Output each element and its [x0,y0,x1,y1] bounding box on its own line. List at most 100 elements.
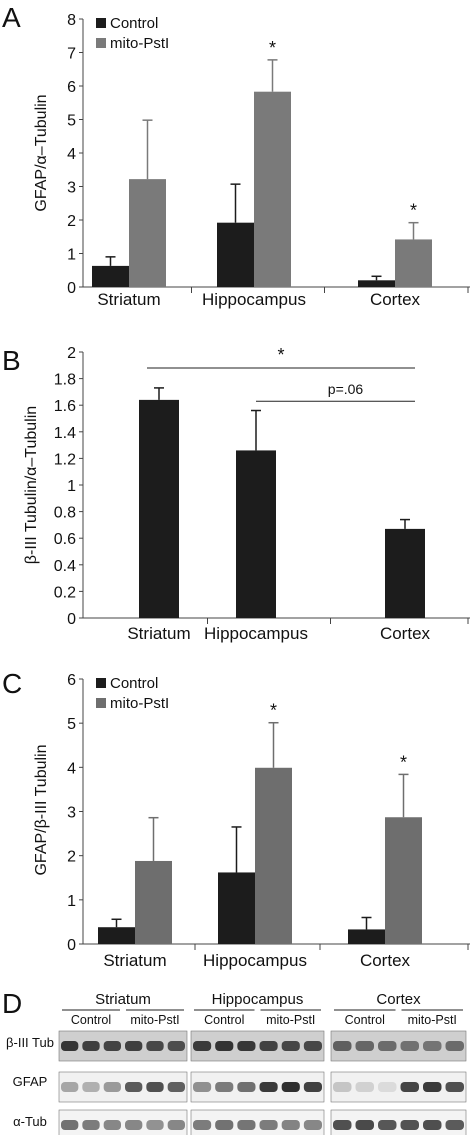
blot-strip [190,1030,325,1062]
blot-band [333,1082,352,1092]
comparison-label: p=.06 [328,381,364,397]
significance-marker: * [400,752,407,772]
blot-band [445,1082,464,1092]
blot-row-label: β-III Tub [6,1035,54,1050]
blot-band [423,1041,442,1051]
blot-band [281,1120,300,1130]
y-tick-label: 1.2 [54,451,76,468]
blot-band [281,1041,300,1051]
blot-band [445,1041,464,1051]
blot-band [167,1120,185,1130]
y-tick-label: 1.8 [54,372,76,389]
y-tick-label: 4 [67,146,76,163]
chart-a: 0 1 2 3 4 5 6 7 8 GFAP/α–Tubulin Striatum Hippocamp… [33,12,470,309]
blot-group-label: Control [345,1013,385,1027]
y-tick-label: 0 [67,280,76,297]
significance-marker: * [269,38,276,58]
blot-strip [58,1030,188,1062]
legend-swatch [96,698,106,708]
y-tick-label: 3 [67,180,76,197]
y-tick-label: 1 [67,478,76,495]
blot-band [193,1120,212,1130]
blot-band [103,1082,121,1092]
panel-label-d: D [2,988,22,1019]
category-label: Cortex [360,951,411,970]
blot-row-label: α-Tub [13,1114,47,1129]
bar [385,817,422,944]
blot-strip [58,1109,188,1135]
category-label: Cortex [370,290,421,309]
y-tick-label: 6 [67,79,76,96]
blot-band [355,1120,374,1130]
blot-band [259,1082,278,1092]
blot-band [400,1120,419,1130]
blot-band [146,1041,164,1051]
category-label: Striatum [97,290,160,309]
blot-band [303,1120,322,1130]
y-tick-label: 2 [67,849,76,866]
blot-region-label: Cortex [376,991,421,1008]
legend-label: Control [110,15,158,32]
y-tick-label: 1 [67,893,76,910]
y-tick-label: 0 [67,937,76,954]
y-tick-label: 4 [67,760,76,777]
y-tick-label: 8 [67,12,76,29]
y-tick-label: 1 [67,247,76,264]
bar [348,929,385,944]
blot-band [259,1120,278,1130]
blot-group-label: Control [71,1013,111,1027]
y-tick-label: 1.4 [54,425,76,442]
category-label: Cortex [380,624,431,643]
blot-strip [58,1071,188,1103]
bar [135,860,172,944]
blot-strip [330,1109,467,1135]
blot-band [400,1041,419,1051]
y-tick-label: 0.4 [54,558,76,575]
bar [385,528,425,618]
y-tick-label: 6 [67,672,76,689]
panel-label-c: C [2,668,22,699]
western-blot: Striatum Control mito-PstI Hippocampus Contr… [6,991,467,1135]
blot-band [445,1120,464,1130]
blot-band [146,1120,164,1130]
y-tick-label: 5 [67,716,76,733]
blot-band [82,1082,100,1092]
blot-band [378,1082,397,1092]
bar [139,399,179,618]
legend-label: Control [110,675,158,692]
bar [254,91,291,287]
blot-band [193,1041,212,1051]
blot-region-label: Striatum [95,991,151,1008]
blot-band [215,1120,234,1130]
bar [218,872,255,944]
blot-row-label: GFAP [13,1074,48,1089]
y-tick-label: 0.8 [54,505,76,522]
panel-label-b: B [2,345,21,376]
y-tick-label: 2 [67,345,76,362]
blot-strip [330,1071,467,1103]
comparison-label: * [277,345,284,365]
blot-group-label: mito-PstI [408,1013,457,1027]
bar [255,767,292,944]
category-label: Striatum [103,951,166,970]
significance-marker: * [270,701,277,721]
y-tick-label: 0.2 [54,584,76,601]
bar [217,222,254,287]
y-tick-label: 0.6 [54,531,76,548]
blot-band [400,1082,419,1092]
blot-strip [190,1071,325,1103]
y-tick-label: 0 [67,611,76,628]
legend-label: mito-PstI [110,35,169,52]
blot-band [103,1041,121,1051]
y-axis-label: GFAP/β-III Tubulin [33,744,50,875]
chart-b: 0 0.2 0.4 0.6 0.8 1 1.2 1.4 1.6 1.8 2 β-III Tubulin… [23,345,470,643]
legend-label: mito-PstI [110,695,169,712]
legend-swatch [96,18,106,28]
legend-swatch [96,678,106,688]
blot-group-label: Control [204,1013,244,1027]
blot-band [423,1082,442,1092]
bar [92,265,129,287]
y-tick-label: 7 [67,46,76,63]
blot-strip [330,1030,467,1062]
